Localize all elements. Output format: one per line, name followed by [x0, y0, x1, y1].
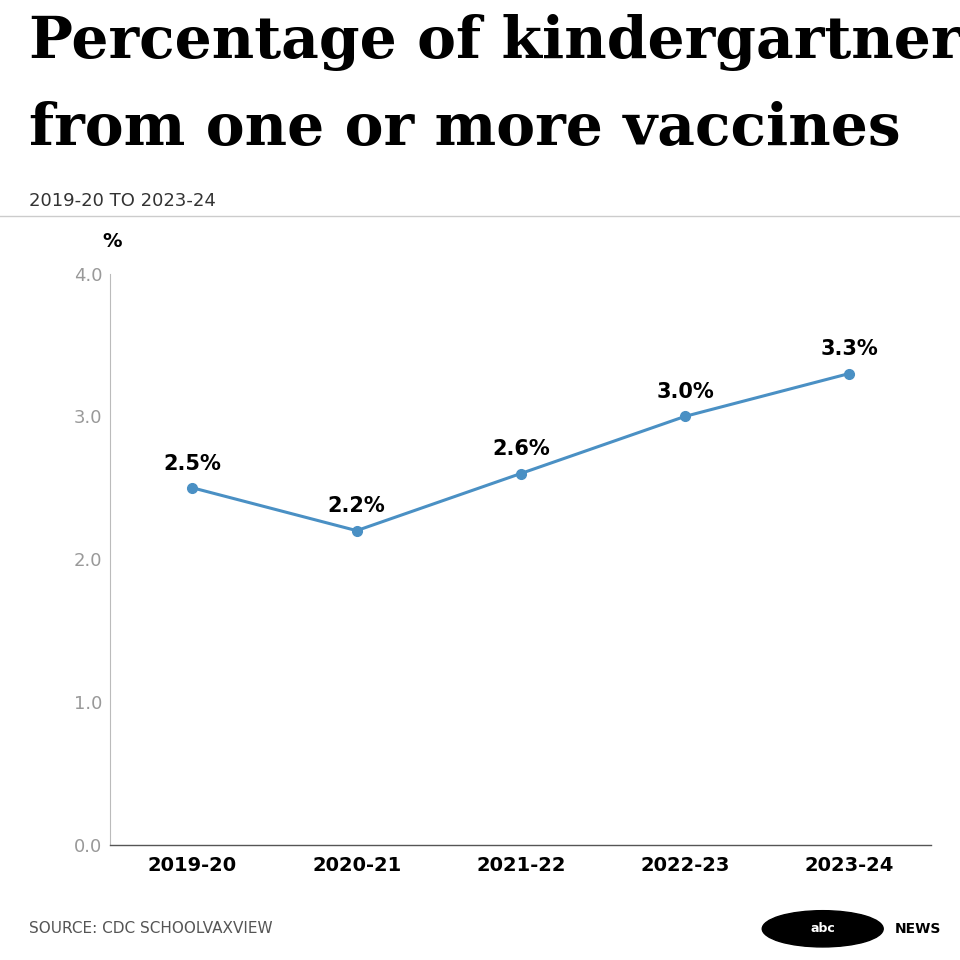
Text: 2019-20 TO 2023-24: 2019-20 TO 2023-24 — [29, 192, 216, 210]
Circle shape — [762, 911, 883, 947]
Text: 2.5%: 2.5% — [163, 453, 222, 473]
Text: abc: abc — [810, 923, 835, 935]
Text: 2.6%: 2.6% — [492, 440, 550, 459]
Text: SOURCE: CDC SCHOOLVAXVIEW: SOURCE: CDC SCHOOLVAXVIEW — [29, 921, 273, 936]
Text: Percentage of kindergartners exempt: Percentage of kindergartners exempt — [29, 14, 960, 71]
Text: 3.3%: 3.3% — [820, 339, 878, 359]
Text: NEWS: NEWS — [895, 922, 941, 936]
Text: from one or more vaccines: from one or more vaccines — [29, 101, 900, 156]
Text: 3.0%: 3.0% — [656, 382, 714, 402]
Text: 2.2%: 2.2% — [327, 496, 386, 516]
Text: %: % — [102, 231, 122, 251]
